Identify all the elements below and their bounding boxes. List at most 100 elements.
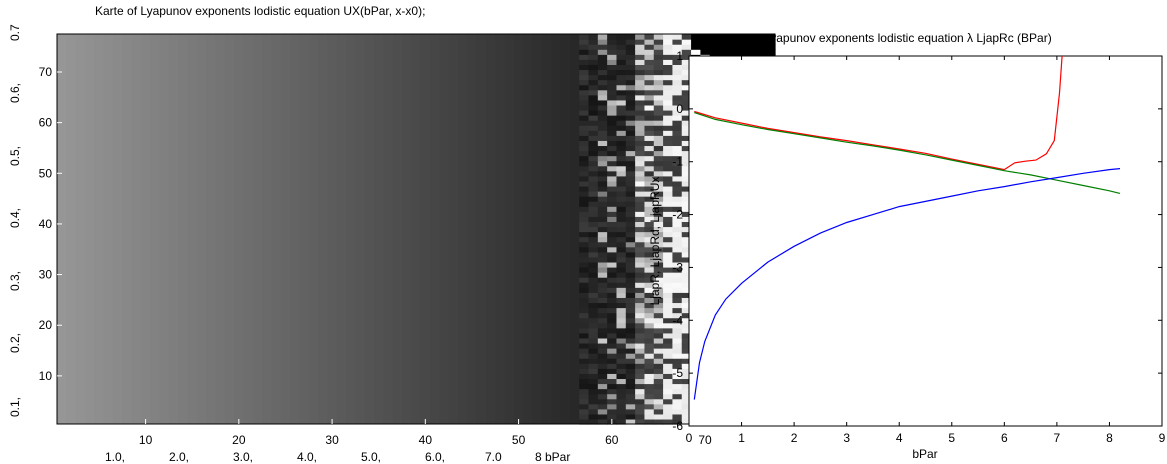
heatmap-cell xyxy=(579,398,590,405)
heatmap-cell xyxy=(597,140,608,147)
heatmap-cell xyxy=(607,99,618,106)
heatmap-cell xyxy=(625,236,636,243)
heatmap-cell xyxy=(653,322,664,329)
heatmap-cell xyxy=(681,236,692,243)
heatmap-cell xyxy=(597,206,608,212)
heatmap-cell xyxy=(672,408,683,415)
heatmap-cell xyxy=(625,211,636,217)
heatmap-cell xyxy=(681,109,692,116)
heatmap-cell xyxy=(672,236,683,243)
heatmap-cell xyxy=(579,125,590,131)
heatmap-cell xyxy=(607,206,618,212)
heatmap-cell xyxy=(607,302,618,309)
heatmap-cell xyxy=(597,413,608,420)
heatmap-cell xyxy=(635,191,646,197)
heatmap-cell xyxy=(635,115,646,121)
heatmap-cell xyxy=(616,140,627,147)
heatmap-cell xyxy=(597,246,608,253)
heatmap-cell xyxy=(625,54,636,60)
heatmap-cell xyxy=(588,49,599,55)
heatmap-cell xyxy=(653,256,664,263)
heatmap-cell xyxy=(616,358,627,364)
heatmap-column xyxy=(299,34,310,424)
heatmap-cell xyxy=(672,49,683,55)
heatmap-cell xyxy=(756,49,767,55)
heatmap-cell xyxy=(635,287,646,293)
heatmap-cell xyxy=(588,69,599,76)
heatmap-cell xyxy=(635,231,646,238)
heatmap-cell xyxy=(672,54,683,60)
heatmap-cell xyxy=(644,302,655,309)
series-line xyxy=(693,168,1121,400)
heatmap-cell xyxy=(672,393,683,400)
heatmap-cell xyxy=(635,261,646,268)
heatmap-cell xyxy=(579,74,590,81)
line-y-axis-label: LjapR, LjapRd, LjapRUx xyxy=(648,177,662,306)
line-x-tick-label: 9 xyxy=(1159,431,1166,445)
heatmap-cell xyxy=(663,408,674,415)
heatmap-cell xyxy=(625,180,636,187)
heatmap-cell xyxy=(616,312,627,319)
heatmap-cell xyxy=(579,201,590,207)
heatmap-cell xyxy=(597,170,608,177)
heatmap-cell xyxy=(653,115,664,121)
line-x-tick-label: 6 xyxy=(1001,431,1008,445)
heatmap-cell xyxy=(644,403,655,410)
heatmap-cell xyxy=(616,322,627,329)
heatmap-cell xyxy=(691,44,702,50)
heatmap-cell xyxy=(681,89,692,96)
heatmap-cell xyxy=(616,216,627,223)
heatmap-cell xyxy=(616,109,627,116)
heatmap-column xyxy=(485,34,496,424)
heatmap-cell xyxy=(625,297,636,304)
heatmap-column xyxy=(532,34,543,424)
heatmap-cell xyxy=(663,241,674,248)
heatmap-cell xyxy=(663,196,674,202)
heatmap-cell xyxy=(653,221,664,228)
line-x-tick-label: 2 xyxy=(791,431,798,445)
heatmap-cell xyxy=(644,342,655,349)
heatmap-cell xyxy=(625,312,636,319)
heatmap-cell xyxy=(644,317,655,324)
heatmap-cell xyxy=(635,312,646,319)
heatmap-cell xyxy=(588,266,599,273)
heatmap-cell xyxy=(644,297,655,304)
heatmap-cell xyxy=(625,413,636,420)
heatmap-cell xyxy=(681,44,692,50)
heatmap-column xyxy=(150,34,161,424)
heatmap-cell xyxy=(579,246,590,253)
heatmap-cell xyxy=(653,125,664,131)
heatmap-cell xyxy=(681,393,692,400)
heatmap-cell xyxy=(625,378,636,385)
heatmap-cell xyxy=(644,353,655,359)
heatmap-cell xyxy=(597,327,608,334)
heatmap-cell xyxy=(597,39,608,45)
heatmap-cell xyxy=(625,120,636,126)
heatmap-cell xyxy=(635,251,646,258)
heatmap-cell xyxy=(597,115,608,121)
heatmap-cell xyxy=(616,211,627,217)
heatmap-cell xyxy=(681,251,692,258)
heatmap-cell xyxy=(588,135,599,141)
heatmap-cell xyxy=(625,104,636,111)
heatmap-cell xyxy=(663,363,674,369)
heatmap-cell xyxy=(663,135,674,141)
heatmap-cell xyxy=(663,368,674,374)
heatmap-cell xyxy=(681,125,692,131)
heatmap-column xyxy=(262,34,273,424)
line-x-tick-label: 8 xyxy=(1106,431,1113,445)
heatmap-cell xyxy=(616,145,627,152)
heatmap-cell xyxy=(579,135,590,141)
line-x-tick-label: 1 xyxy=(738,431,745,445)
heatmap-cell xyxy=(672,373,683,380)
heatmap-cell xyxy=(653,353,664,359)
heatmap-cell xyxy=(635,64,646,71)
heatmap-cell xyxy=(625,277,636,283)
heatmap-cell xyxy=(663,59,674,65)
heatmap-cell xyxy=(747,44,757,50)
heatmap-cell xyxy=(681,185,692,192)
heatmap-cell xyxy=(607,74,618,81)
heatmap-cell xyxy=(635,302,646,309)
heatmap-cell xyxy=(597,317,608,324)
heatmap-cell xyxy=(597,251,608,258)
